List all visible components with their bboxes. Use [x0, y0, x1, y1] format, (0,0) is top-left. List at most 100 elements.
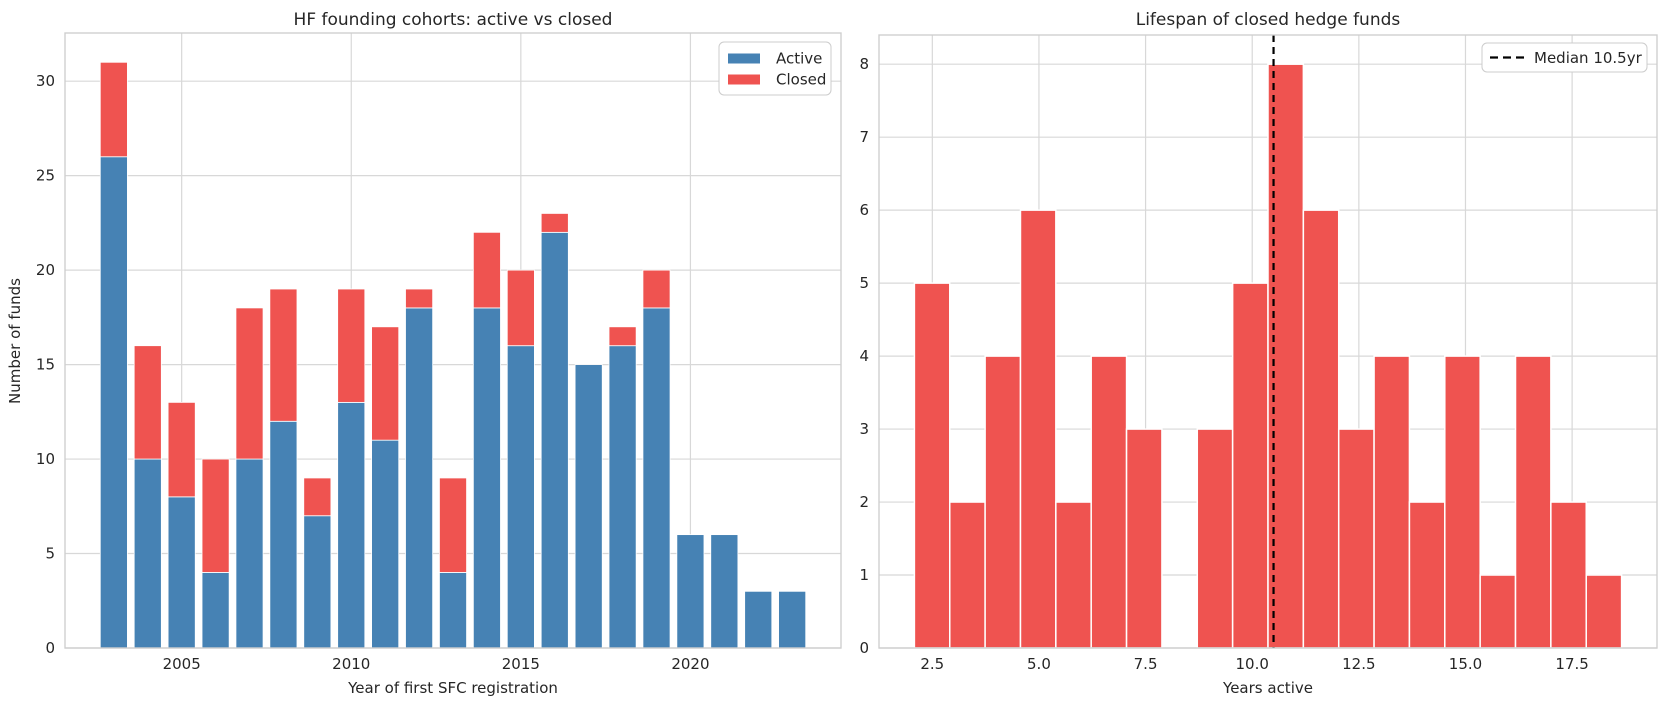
bar-closed-2016	[540, 213, 569, 233]
bar-closed-2007	[235, 307, 264, 460]
hist-bar-1	[949, 501, 986, 649]
bar-closed-2010	[337, 288, 366, 403]
x-tick-label: 7.5	[1134, 655, 1158, 673]
bar-active-2010	[337, 401, 366, 649]
bar-closed-2006	[201, 458, 230, 573]
hist-bar-5	[1090, 355, 1128, 649]
x-tick-label: 15.0	[1449, 655, 1482, 673]
bar-closed-2009	[303, 477, 332, 517]
y-tick-label: 2	[859, 493, 869, 511]
x-tick-label: 2.5	[920, 655, 944, 673]
hist-bar-19	[1585, 574, 1623, 649]
bar-active-2008	[269, 420, 298, 649]
y-tick-label: 8	[859, 55, 869, 73]
x-tick-label: 17.5	[1555, 655, 1588, 673]
bar-active-2014	[472, 307, 501, 649]
right-chart: 2.5 5.0 7.5 10.0 12.5 15.0 17.5 0 1 2 3 4 5 6 7 8	[859, 34, 1658, 673]
y-tick-label: 0	[45, 639, 55, 657]
bar-active-2022	[744, 590, 773, 649]
hist-bar-8	[1196, 428, 1234, 649]
hist-bar-9	[1231, 282, 1269, 649]
legend-label-median: Median 10.5yr	[1534, 49, 1643, 67]
y-tick-label: 5	[45, 545, 55, 563]
x-tick-label: 10.0	[1236, 655, 1269, 673]
hist-bar-11	[1302, 209, 1340, 649]
bar-closed-2018	[608, 326, 637, 347]
bar-closed-2003	[99, 61, 128, 158]
bar-active-2013	[439, 572, 467, 649]
y-tick-label: 1	[859, 566, 869, 584]
right-chart-title: Lifespan of closed hedge funds	[1136, 10, 1401, 30]
bar-active-2020	[676, 534, 705, 649]
hist-bar-15	[1444, 355, 1481, 649]
hist-bar-13	[1373, 355, 1411, 649]
plot-frame	[64, 32, 842, 649]
hist-bar-12	[1337, 428, 1375, 649]
bar-closed-2014	[472, 231, 501, 309]
y-tick-label: 15	[36, 356, 55, 374]
x-tick-label: 2005	[163, 655, 201, 673]
bar-closed-2012	[405, 288, 434, 309]
x-tick-label: 2010	[332, 655, 370, 673]
bar-closed-2008	[269, 288, 298, 422]
left-chart-xlabel: Year of first SFC registration	[347, 679, 558, 697]
y-tick-label: 30	[36, 72, 55, 90]
bar-closed-2004	[133, 345, 162, 460]
bar-active-2017	[574, 364, 603, 649]
hist-bar-14	[1408, 501, 1446, 649]
hist-bar-17	[1514, 355, 1552, 649]
bar-closed-2005	[167, 401, 196, 498]
bar-closed-2011	[371, 326, 400, 441]
legend-swatch-closed	[728, 74, 760, 85]
left-chart: 2005 2010 2015 2020 0 5 10 15 20 25 30	[36, 32, 842, 673]
bar-active-2006	[201, 572, 230, 649]
y-tick-label: 25	[36, 167, 55, 185]
plot-frame	[878, 34, 1658, 649]
hist-bar-18	[1550, 501, 1587, 649]
bar-active-2011	[371, 439, 400, 649]
y-tick-label: 10	[36, 450, 55, 468]
bar-active-2007	[235, 458, 264, 649]
hist-bar-0	[913, 282, 951, 649]
bar-closed-2015	[506, 269, 535, 347]
legend-label-closed: Closed	[776, 71, 826, 89]
hist-bar-3	[1019, 209, 1057, 649]
hist-bar-6	[1125, 428, 1163, 649]
y-tick-label: 0	[859, 639, 869, 657]
bar-closed-2013	[439, 477, 467, 573]
y-tick-label: 5	[859, 274, 869, 292]
legend-swatch-active	[728, 53, 760, 64]
right-chart-xlabel: Years active	[1222, 679, 1313, 697]
y-tick-label: 4	[859, 347, 869, 365]
bar-active-2005	[167, 496, 196, 649]
y-tick-label: 7	[859, 128, 869, 146]
bar-active-2023	[778, 590, 807, 649]
bar-active-2004	[133, 458, 162, 649]
legend-label-active: Active	[776, 50, 822, 68]
hist-bar-10	[1267, 63, 1305, 649]
right-chart-legend: Median 10.5yr	[1481, 42, 1648, 73]
hist-bar-16	[1479, 574, 1517, 649]
bar-active-2015	[506, 345, 535, 649]
y-tick-label: 20	[36, 261, 55, 279]
x-tick-label: 2015	[502, 655, 540, 673]
bar-active-2021	[710, 534, 739, 649]
left-chart-legend: Active Closed	[718, 41, 832, 96]
bar-active-2012	[405, 307, 434, 649]
bar-active-2019	[642, 307, 671, 649]
hist-bar-4	[1055, 501, 1092, 649]
bar-closed-2019	[642, 269, 671, 309]
x-tick-label: 12.5	[1342, 655, 1375, 673]
y-tick-label: 3	[859, 420, 869, 438]
legend-box	[1481, 42, 1648, 73]
bar-active-2009	[303, 515, 332, 649]
x-tick-label: 2020	[671, 655, 709, 673]
bar-active-2003	[99, 156, 128, 649]
bar-active-2018	[608, 345, 637, 649]
bar-active-2016	[540, 231, 569, 649]
left-chart-ylabel: Number of funds	[6, 278, 24, 404]
hist-bar-2	[984, 355, 1022, 649]
y-tick-label: 6	[859, 201, 869, 219]
